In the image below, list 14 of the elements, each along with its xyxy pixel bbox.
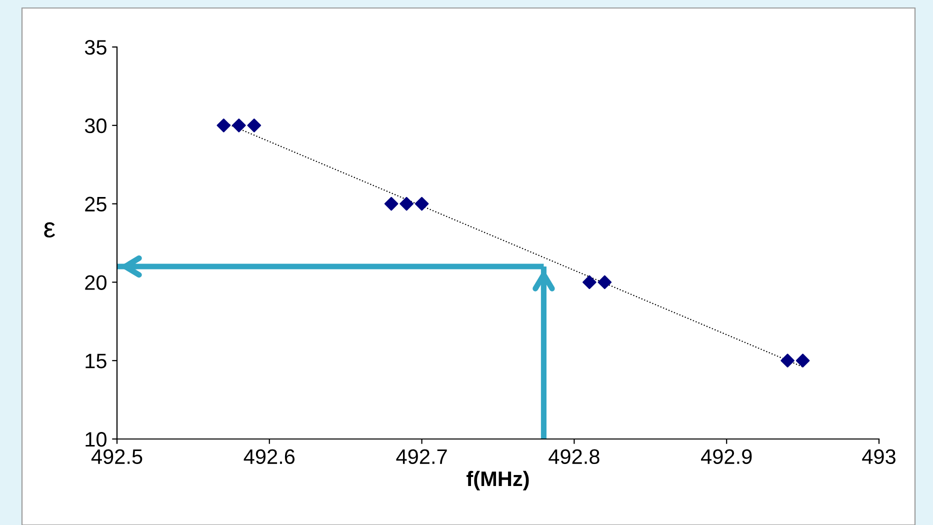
x-axis-title: f(MHz) [466,470,529,490]
y-tick-label: 10 [86,432,106,447]
x-tick-label: 492.8 [548,449,600,464]
y-tick-label: 30 [84,118,106,134]
y-tick-label: 20 [85,275,106,290]
y-axis-title: ε [44,222,56,238]
y-tick-label: 25 [85,196,106,212]
x-tick-label: 492.6 [244,449,295,464]
x-tick-label: 492.7 [396,449,447,464]
y-tick-label: 35 [84,40,106,55]
x-tick-label: 492.5 [91,449,142,464]
x-tick-label: 492.9 [701,449,752,464]
x-tick-label: 493 [862,449,896,464]
y-tick-label: 15 [86,354,106,368]
